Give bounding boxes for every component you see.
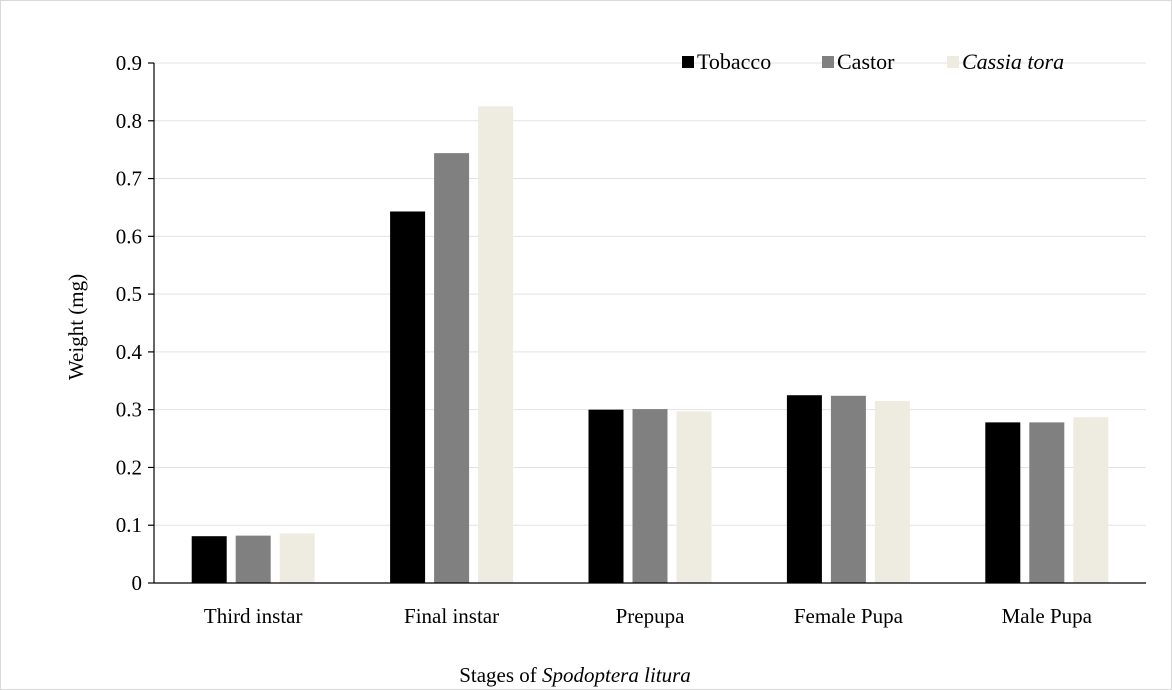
y-tick-labels: 0 0.1 0.2 0.3 0.4 0.5 0.6 0.7 0.8 0.9 — [116, 51, 154, 595]
x-tick-labels: Third instar Final instar Prepupa Female Pu… — [204, 604, 1093, 628]
bar-tobacco — [786, 395, 822, 583]
y-axis-title: Weight (mg) — [64, 274, 88, 380]
x-axis-title-prefix: Stages of — [459, 663, 542, 687]
x-axis-title: Stages of Spodoptera litura — [459, 663, 691, 687]
x-tick-label: Third instar — [204, 604, 303, 628]
legend-swatch — [682, 56, 694, 68]
bars — [191, 106, 1109, 583]
legend-swatch — [822, 56, 834, 68]
x-tick-label: Male Pupa — [1002, 604, 1093, 628]
legend-label: Cassia tora — [962, 49, 1064, 74]
x-tick-label: Female Pupa — [794, 604, 904, 628]
y-tick-label: 0.6 — [116, 224, 142, 248]
bar-cassia-tora — [478, 106, 514, 583]
x-axis-title-species: Spodoptera litura — [542, 663, 691, 687]
bar-tobacco — [191, 536, 227, 583]
legend-swatch — [947, 56, 959, 68]
y-tick-label: 0.9 — [116, 51, 142, 75]
legend-label: Castor — [837, 49, 895, 74]
y-tick-label: 0.4 — [116, 340, 143, 364]
axes — [153, 63, 1146, 584]
x-tick-label: Prepupa — [616, 604, 685, 628]
y-tick-label: 0.5 — [116, 282, 142, 306]
y-tick-label: 0.8 — [116, 109, 142, 133]
gridlines — [154, 62, 1146, 526]
y-tick-label: 0.7 — [116, 167, 142, 191]
bar-cassia-tora — [1073, 417, 1109, 583]
bar-castor — [632, 409, 668, 583]
bar-castor — [830, 395, 866, 583]
y-tick-label: 0.1 — [116, 513, 142, 537]
y-tick-label: 0.2 — [116, 455, 142, 479]
bar-tobacco — [985, 422, 1021, 583]
bar-castor — [1029, 422, 1065, 583]
bar-castor — [434, 153, 470, 583]
bar-tobacco — [588, 409, 624, 583]
bar-tobacco — [390, 211, 426, 583]
legend-label: Tobacco — [697, 49, 771, 74]
bar-cassia-tora — [874, 401, 910, 583]
legend: Tobacco Castor Cassia tora — [682, 49, 1064, 74]
y-tick-label: 0.3 — [116, 398, 142, 422]
bar-cassia-tora — [676, 411, 712, 583]
x-tick-label: Final instar — [404, 604, 499, 628]
y-tick-label: 0 — [132, 571, 143, 595]
bar-cassia-tora — [279, 533, 315, 583]
bar-castor — [235, 535, 271, 583]
